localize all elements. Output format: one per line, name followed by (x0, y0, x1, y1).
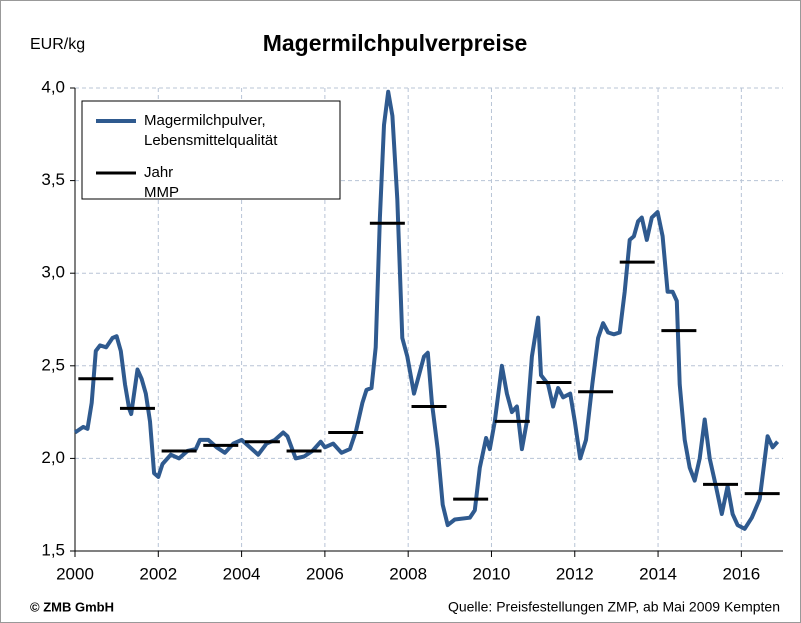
legend-label: Jahr MMP (144, 164, 179, 201)
footer-right: Quelle: Preisfestellungen ZMP, ab Mai 20… (448, 599, 780, 615)
legend-label: Magermilchpulver, Lebensmittelqualität (144, 112, 278, 149)
chart-title: Magermilchpulverpreise (263, 30, 528, 56)
x-tick-label: 2002 (139, 564, 177, 583)
y-tick-label: 4,0 (41, 77, 65, 96)
y-tick-label: 1,5 (41, 540, 65, 559)
x-tick-label: 2014 (639, 564, 677, 583)
x-tick-label: 2012 (556, 564, 594, 583)
x-tick-label: 2010 (473, 564, 511, 583)
x-tick-label: 2006 (306, 564, 344, 583)
x-tick-label: 2016 (722, 564, 760, 583)
x-tick-label: 2008 (389, 564, 427, 583)
y-tick-label: 3,0 (41, 263, 65, 282)
y-tick-label: 2,5 (41, 355, 65, 374)
legend-box (81, 100, 341, 200)
footer-left: © ZMB GmbH (30, 599, 114, 614)
x-tick-label: 2000 (56, 564, 94, 583)
y-axis-label: EUR/kg (30, 36, 85, 53)
price-line (73, 89, 780, 531)
x-tick-label: 2004 (223, 564, 261, 583)
y-tick-label: 2,0 (41, 448, 65, 467)
y-tick-label: 3,5 (41, 170, 65, 189)
